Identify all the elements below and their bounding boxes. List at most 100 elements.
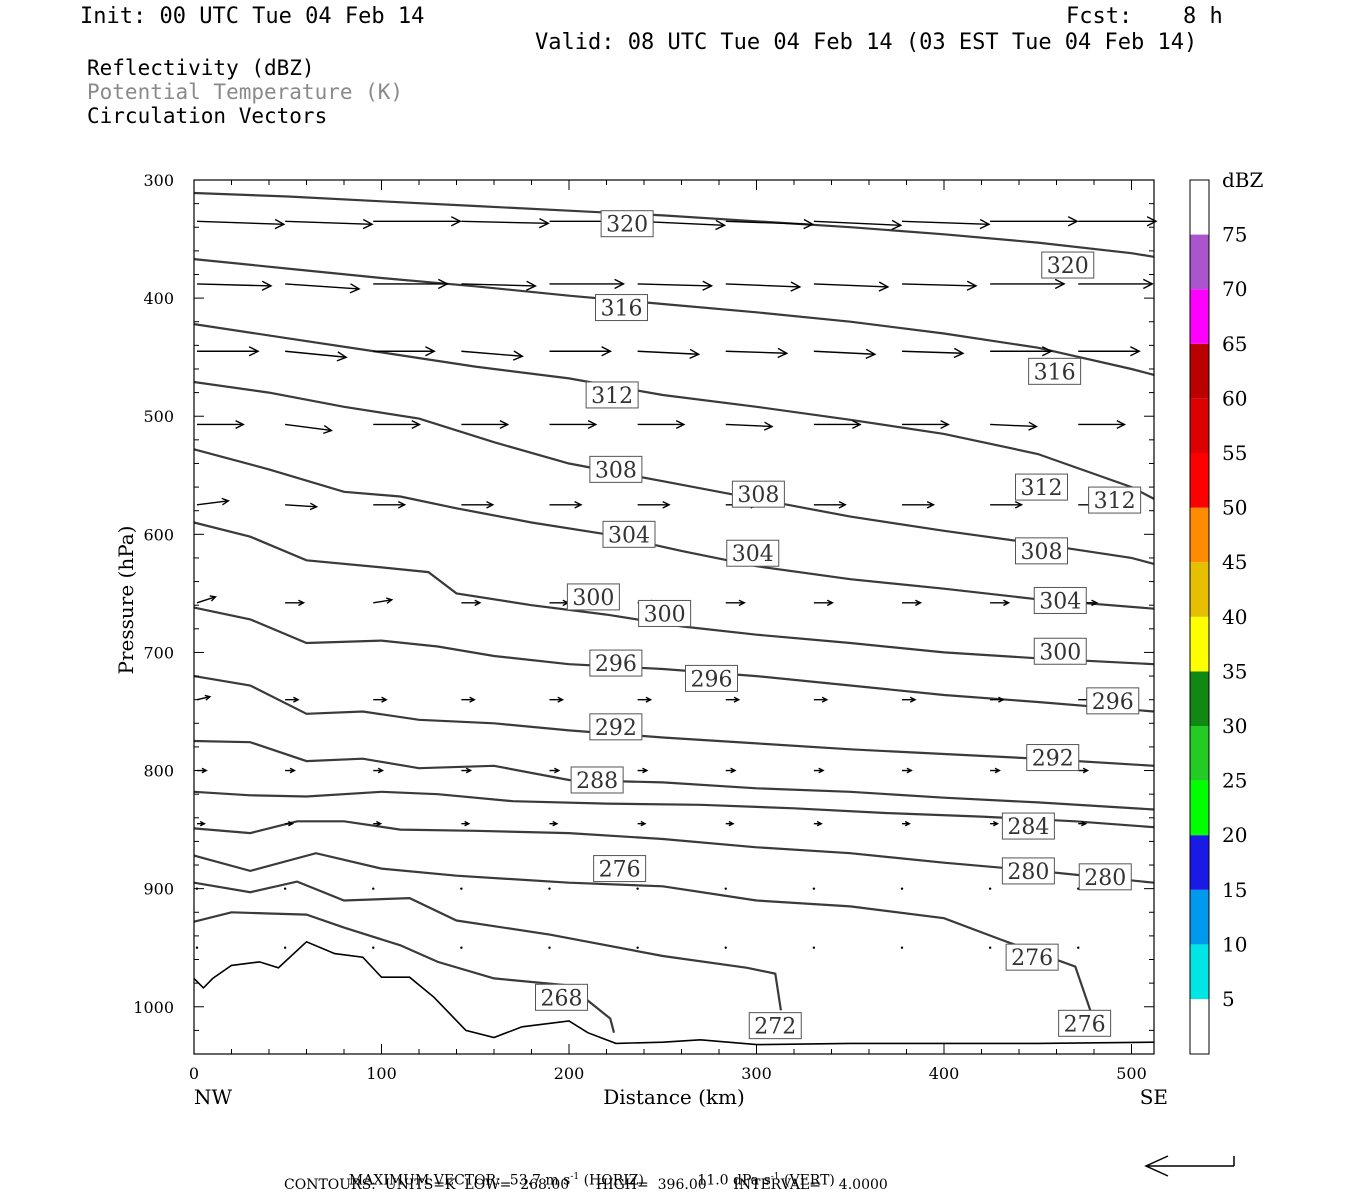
vector-arrowhead — [464, 820, 471, 827]
contour-label-text: 308 — [737, 483, 779, 508]
vector-arrowhead — [878, 281, 890, 292]
contour-label: 304 — [602, 520, 656, 548]
vector-arrowhead — [411, 419, 422, 430]
vector-dot — [636, 946, 639, 949]
max-vector-label: MAXIMUM VECTOR: — [348, 1172, 501, 1189]
vector-arrowhead — [557, 696, 565, 703]
contour-label-text: 296 — [691, 667, 733, 692]
vector-arrowhead — [574, 500, 583, 509]
vector-arrowhead — [818, 767, 825, 774]
contour-line-268-13 — [193, 911, 616, 1033]
vector-dot — [548, 887, 551, 890]
vector-arrowhead — [1082, 767, 1090, 774]
vector-arrowhead — [979, 218, 991, 230]
vector-arrowhead — [992, 820, 1000, 827]
contour-label-text: 320 — [1047, 254, 1089, 279]
colorbar-frame — [1189, 179, 1210, 1055]
vector-arrowhead — [838, 500, 847, 509]
forecast-label: Fcst: — [1066, 4, 1133, 29]
contour-label: 312 — [1015, 473, 1068, 501]
vector-arrowhead — [274, 218, 286, 230]
contour-line-292-7 — [193, 675, 1155, 767]
vector-arrow — [196, 500, 229, 506]
x-tick-label: 400 — [929, 1064, 960, 1083]
contour-line-284-9 — [193, 790, 1155, 829]
vector-arrow — [461, 283, 536, 287]
contour-label: 276 — [1005, 943, 1059, 971]
vector-arrowhead — [865, 348, 877, 360]
contour-label: 308 — [731, 480, 785, 508]
contour-label: 296 — [1086, 687, 1140, 715]
vector-arrowhead — [469, 696, 476, 703]
contour-label: 312 — [1088, 486, 1142, 514]
vector-arrowhead — [966, 280, 978, 291]
contour-label-text: 304 — [732, 542, 774, 567]
contour-label-text: 308 — [1021, 540, 1063, 565]
vector-arrowhead — [293, 696, 300, 703]
contour-label-text: 296 — [595, 652, 637, 677]
vector-arrow — [285, 283, 360, 290]
vector-dot — [372, 887, 375, 890]
colorbar-segment — [1190, 453, 1209, 508]
vector-arrowhead — [738, 599, 746, 607]
vector-arrowhead — [377, 767, 385, 774]
colorbar-tick-label: 55 — [1222, 441, 1247, 465]
vector-arrowhead — [323, 425, 333, 435]
horiz-value: 53.7 m s — [509, 1172, 571, 1189]
contour-label-text: 316 — [1034, 360, 1076, 385]
vector-arrowhead — [642, 767, 649, 774]
vector-dot — [283, 887, 287, 890]
contour-label-text: 280 — [1007, 860, 1049, 885]
vector-arrowhead — [204, 694, 212, 701]
vector-arrowhead — [994, 767, 1001, 774]
vector-arrowhead — [645, 696, 653, 703]
vector-arrowhead — [1130, 346, 1141, 357]
vector-arrowhead — [201, 767, 208, 774]
vert-exp: -1 — [770, 1172, 780, 1182]
plot-frame — [193, 179, 1155, 1055]
vector-dot — [900, 946, 904, 949]
vector-dot — [548, 946, 551, 949]
vector-arrowhead — [777, 347, 789, 359]
vector-arrowhead — [209, 595, 217, 602]
vector-arrow — [990, 423, 1037, 428]
vector-arrowhead — [953, 347, 965, 359]
contour-label-text: 268 — [541, 986, 583, 1011]
contour-label: 316 — [1028, 357, 1082, 385]
contour-label-text: 320 — [606, 213, 648, 238]
x-tick-label: 200 — [554, 1064, 585, 1083]
vector-arrow — [196, 220, 284, 226]
vector-arrowhead — [940, 419, 950, 430]
contour-label-text: 292 — [595, 716, 637, 741]
vector-dot — [900, 887, 904, 890]
x-axis-left-label: NW — [194, 1085, 233, 1109]
vector-arrowhead — [891, 219, 903, 231]
legend-potential-temperature: Potential Temperature (K) — [87, 80, 404, 104]
x-axis-right-label: SE — [1140, 1085, 1168, 1109]
vector-arrowhead — [474, 599, 482, 607]
vector-arrowhead — [1091, 599, 1099, 607]
contour-label: 288 — [570, 766, 624, 794]
contour-label: 320 — [1041, 251, 1095, 279]
contour-line-308-3 — [193, 380, 1155, 565]
vector-arrowhead — [336, 351, 348, 362]
y-tick-label: 900 — [143, 880, 174, 899]
colorbar-segment — [1190, 616, 1209, 672]
vector-arrowhead — [287, 820, 295, 827]
vector-arrowhead — [702, 280, 714, 291]
y-axis-title: Pressure (hPa) — [114, 526, 138, 675]
vector-dot — [460, 887, 463, 890]
vector-arrow — [637, 350, 699, 355]
vector-arrow — [725, 220, 813, 226]
contour-line-296-6 — [193, 606, 1155, 713]
colorbar-segment — [1190, 889, 1209, 945]
vector-arrowhead — [909, 696, 917, 703]
vector-arrowhead — [1041, 346, 1053, 357]
vector-arrowhead — [763, 421, 774, 431]
colorbar-tick-label: 40 — [1222, 605, 1247, 629]
vector-arrowhead — [221, 497, 230, 506]
vector-arrow — [901, 350, 964, 354]
valid-time: Valid: 08 UTC Tue 04 Feb 14 (03 EST Tue … — [535, 30, 1198, 55]
contour-label: 284 — [1001, 812, 1055, 840]
y-tick-label: 500 — [143, 407, 174, 426]
